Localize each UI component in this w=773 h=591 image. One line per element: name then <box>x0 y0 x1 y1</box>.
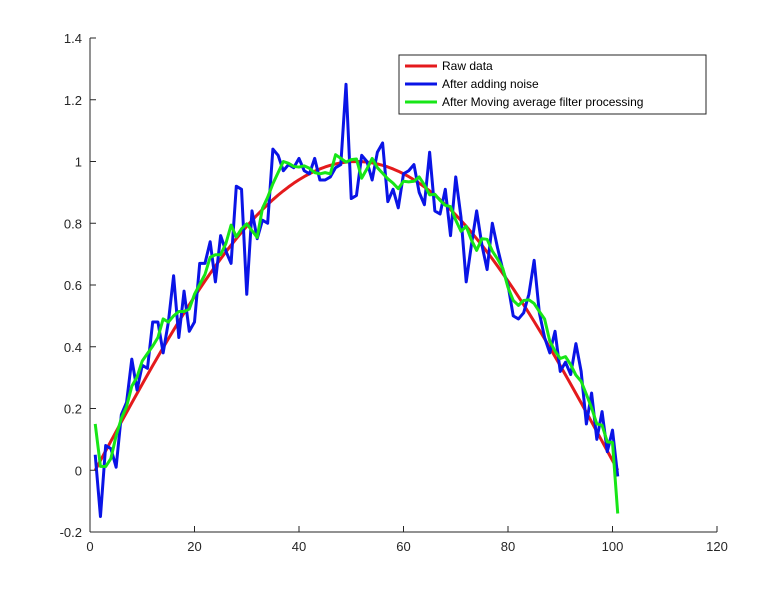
x-tick-label: 20 <box>187 539 201 554</box>
legend-entry-noisy-data-label: After adding noise <box>442 77 539 91</box>
axes-layer: 0 20 40 60 80 100 120 -0.2 0 0.2 0.4 0.6 0.8 1 1.2 1.4 <box>60 31 728 554</box>
legend: Raw data After adding noise After Moving a… <box>398 54 707 115</box>
legend-entry-raw-data-label: Raw data <box>442 59 493 73</box>
y-tick-label: 0.2 <box>64 402 82 417</box>
y-tick-label: 0.4 <box>64 340 82 355</box>
legend-box <box>398 54 707 115</box>
x-tick-label: 40 <box>292 539 306 554</box>
y-tick-label: 1.2 <box>64 93 82 108</box>
x-tick-label: 120 <box>706 539 728 554</box>
series-line-moving-average <box>93 153 620 514</box>
x-tick-label: 100 <box>602 539 624 554</box>
y-tick-label: 0.8 <box>64 216 82 231</box>
y-tick-label: -0.2 <box>60 525 82 540</box>
x-tick-label: 60 <box>396 539 410 554</box>
series-layer <box>93 82 620 519</box>
x-tick-label: 80 <box>501 539 515 554</box>
y-tick-label: 0.6 <box>64 278 82 293</box>
legend-entry-moving-average-label: After Moving average filter processing <box>442 95 643 109</box>
y-tick-label: 0 <box>75 463 82 478</box>
y-tick-label: 1.4 <box>64 31 82 46</box>
y-tick-label: 1 <box>75 155 82 170</box>
series-line-noisy-data <box>93 82 620 519</box>
x-tick-label: 0 <box>86 539 93 554</box>
